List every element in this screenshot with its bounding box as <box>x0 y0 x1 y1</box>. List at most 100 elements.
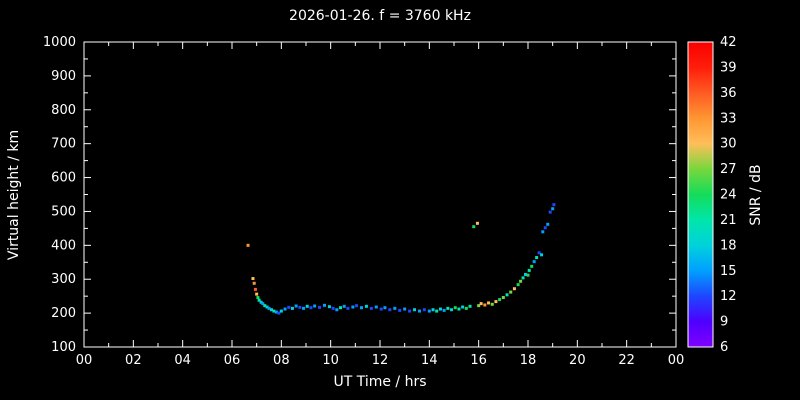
scatter-point <box>461 305 465 309</box>
scatter-point <box>383 306 387 310</box>
scatter-point <box>298 305 302 309</box>
plot-frame <box>83 41 677 348</box>
scatter-points <box>246 203 556 315</box>
colorbar-tick-label: 9 <box>720 315 728 330</box>
scatter-point <box>274 310 278 314</box>
y-tick-label: 300 <box>51 272 76 287</box>
scatter-point <box>530 264 534 268</box>
x-tick-label: 14 <box>421 353 438 368</box>
scatter-point <box>438 307 442 311</box>
scatter-point <box>269 308 273 312</box>
x-tick-label: 20 <box>569 353 586 368</box>
scatter-point <box>388 308 392 312</box>
scatter-point <box>527 268 531 272</box>
scatter-point <box>246 243 250 247</box>
scatter-point <box>309 306 313 310</box>
y-tick-label: 800 <box>51 103 76 118</box>
scatter-point <box>327 305 331 309</box>
scatter-point <box>290 306 294 310</box>
x-tick-label: 00 <box>76 353 93 368</box>
scatter-point <box>512 287 516 291</box>
scatter-point <box>537 251 541 255</box>
scatter-point <box>541 230 545 234</box>
x-axis-label: UT Time / hrs <box>333 374 427 390</box>
x-tick-label: 16 <box>470 353 487 368</box>
scatter-point <box>548 210 552 214</box>
scatter-point <box>546 222 550 226</box>
scatter-point <box>302 306 306 310</box>
scatter-point <box>342 304 346 308</box>
y-tick-label: 900 <box>51 69 76 84</box>
x-tick-label: 10 <box>322 353 339 368</box>
scatter-point <box>272 309 276 313</box>
scatter-point <box>498 298 502 302</box>
y-tick-label: 1000 <box>43 35 76 50</box>
scatter-point <box>442 308 446 312</box>
scatter-point <box>472 225 476 229</box>
scatter-point <box>279 309 283 313</box>
scatter-point <box>494 300 498 304</box>
scatter-point <box>369 306 373 310</box>
scatter-point <box>335 308 339 312</box>
scatter-point <box>475 221 479 225</box>
scatter-point <box>468 304 472 308</box>
scatter-point <box>524 272 528 276</box>
scatter-point <box>346 306 350 310</box>
scatter-point <box>294 304 298 308</box>
scatter-point <box>355 304 359 308</box>
scatter-point <box>457 307 461 311</box>
scatter-point <box>543 226 547 230</box>
scatter-point <box>351 305 355 309</box>
y-tick-label: 100 <box>51 340 76 355</box>
scatter-point <box>323 303 326 307</box>
colorbar-tick-label: 21 <box>720 213 737 228</box>
x-tick-label: 02 <box>125 353 142 368</box>
y-tick-label: 200 <box>51 306 76 321</box>
scatter-point <box>501 296 505 300</box>
scatter-point <box>427 309 431 313</box>
scatter-point <box>267 306 271 310</box>
scatter-point <box>283 307 287 311</box>
scatter-point <box>417 309 421 313</box>
x-tick-label: 06 <box>224 353 241 368</box>
scatter-point <box>453 306 457 310</box>
scatter-point <box>509 290 513 294</box>
scatter-point <box>505 293 509 297</box>
scatter-point <box>450 308 454 312</box>
colorbar-tick-label: 42 <box>720 35 737 50</box>
scatter-point <box>479 302 483 306</box>
scatter-point <box>379 307 383 311</box>
scatter-point <box>435 309 439 313</box>
scatter-point <box>487 301 491 305</box>
scatter-point <box>261 302 265 306</box>
scatter-point <box>255 292 259 296</box>
chart-title: 2026-01-26. f = 3760 kHz <box>289 8 471 24</box>
colorbar-tick-label: 30 <box>720 137 737 152</box>
colorbar-tick-label: 18 <box>720 238 737 253</box>
scatter-point <box>413 308 417 312</box>
scatter-point <box>277 311 281 315</box>
colorbar-tick-label: 6 <box>720 340 728 355</box>
scatter-point <box>305 304 309 308</box>
scatter-point <box>422 308 426 312</box>
scatter-point <box>259 300 263 304</box>
colorbar <box>688 42 713 347</box>
scatter-point <box>464 306 468 310</box>
colorbar-tick-label: 33 <box>720 111 737 126</box>
scatter-point <box>521 276 525 280</box>
scatter-point <box>535 256 539 260</box>
scatter-point <box>360 306 363 310</box>
scatter-point <box>257 298 261 302</box>
scatter-point <box>398 308 402 312</box>
x-tick-label: 08 <box>273 353 290 368</box>
y-tick-label: 700 <box>51 137 76 152</box>
scatter-point <box>446 306 450 310</box>
scatter-point <box>313 304 317 308</box>
x-tick-label: 22 <box>618 353 635 368</box>
colorbar-tick-label: 15 <box>720 264 737 279</box>
x-tick-label: 12 <box>372 353 389 368</box>
scatter-point <box>483 303 487 307</box>
scatter-point <box>251 277 255 281</box>
x-tick-label: 04 <box>174 353 191 368</box>
